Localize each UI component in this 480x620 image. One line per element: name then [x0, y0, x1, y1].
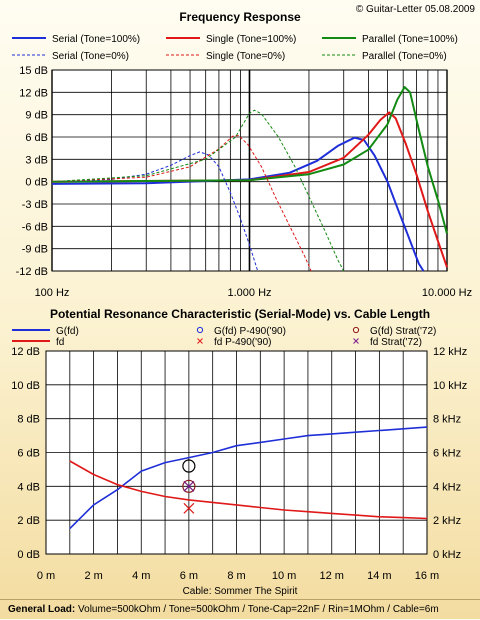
chart1-legend-label: Serial (Tone=100%) — [52, 34, 140, 45]
chart2-ytick-label: 8 dB — [17, 414, 40, 426]
chart2-legend-marker — [353, 338, 359, 344]
chart2-legend-label: G(fd) Strat('72) — [370, 326, 436, 337]
footer-label: General Load: — [8, 604, 76, 615]
chart2-ytick-label: 10 dB — [11, 380, 40, 392]
chart2-markers — [182, 459, 196, 514]
chart2-ytick-label: 4 dB — [17, 481, 40, 493]
chart2-title: Potential Resonance Characteristic (Seri… — [50, 307, 430, 321]
chart2-ytick-label: 0 dB — [17, 549, 40, 561]
chart2-y2tick-label: 8 kHz — [433, 414, 461, 426]
chart2-xtick-label: 0 m — [37, 570, 55, 582]
chart1-title: Frequency Response — [179, 10, 301, 24]
chart1-ytick-label: 0 dB — [25, 177, 48, 189]
chart2-tick-labels: 0 dB 0 kHz 2 dB 2 kHz 4 dB 4 kHz 6 dB 6 kHz 8 dB… — [11, 346, 467, 582]
chart2-xlabel: Cable: Sommer The Spirit — [183, 586, 298, 597]
chart2-legend-marker — [196, 326, 204, 334]
chart1-legend-label: Serial (Tone=0%) — [52, 51, 129, 62]
chart1-ytick-label: -12 dB — [16, 266, 48, 278]
chart1-ytick-label: 12 dB — [19, 87, 48, 99]
chart2-xtick-label: 8 m — [227, 570, 245, 582]
chart1-legend-label: Single (Tone=0%) — [206, 51, 285, 62]
chart2-legend-marker — [352, 326, 360, 334]
chart2-legend-marker — [197, 338, 203, 344]
chart2-y2tick-label: 12 kHz — [433, 346, 467, 358]
chart1-ytick-label: -3 dB — [22, 199, 48, 211]
chart2-xtick-label: 4 m — [132, 570, 150, 582]
chart2-xtick-label: 6 m — [180, 570, 198, 582]
chart2-grid — [45, 350, 428, 555]
chart1-xtick-label: 10.000 Hz — [422, 287, 472, 299]
chart1-ytick-label: -9 dB — [22, 244, 48, 256]
chart1-ytick-label: 6 dB — [25, 132, 48, 144]
chart2-xtick-label: 10 m — [272, 570, 296, 582]
chart1-legend: Serial (Tone=100%) Single (Tone=100%) Para… — [12, 34, 458, 62]
chart2-xtick-label: 12 m — [320, 570, 344, 582]
chart2-series-fd — [69, 460, 428, 520]
chart1-ytick-label: -6 dB — [22, 221, 48, 233]
chart2-legend-label: fd Strat('72) — [370, 337, 422, 348]
chart1-legend-label: Single (Tone=100%) — [206, 34, 296, 45]
chart1-series-single-tone-0 — [51, 135, 312, 272]
footer-text: Volume=500kOhm / Tone=500kOhm / Tone-Cap… — [78, 604, 439, 615]
chart2-marker-fd-strat-72 — [183, 480, 195, 492]
footer-general-load: General Load: Volume=500kOhm / Tone=500k… — [0, 599, 480, 619]
chart1-legend-label: Parallel (Tone=100%) — [362, 34, 458, 45]
chart1-ytick-label: 9 dB — [25, 110, 48, 122]
chart2-y2tick-label: 2 kHz — [433, 515, 461, 527]
chart2-ytick-label: 6 dB — [17, 448, 40, 460]
chart1-ytick-label: 15 dB — [19, 65, 48, 77]
chart2-marker-g-fd-strat-72 — [182, 479, 196, 493]
chart2-y2tick-label: 6 kHz — [433, 448, 461, 460]
copyright-text: © Guitar-Letter 05.08.2009 — [356, 4, 476, 15]
chart2-y2tick-label: 4 kHz — [433, 481, 461, 493]
chart2-xtick-label: 16 m — [415, 570, 439, 582]
chart1-series — [51, 86, 448, 272]
chart1-tick-labels: 15 dB 12 dB 9 dB 6 dB 3 dB 0 dB -3 dB -6 dB -9 d… — [16, 65, 473, 299]
chart1-xtick-label: 1.000 Hz — [227, 287, 271, 299]
chart2-ytick-label: 2 dB — [17, 515, 40, 527]
chart2-series-g-fd — [69, 426, 428, 530]
chart1-series-parallel-tone-100 — [51, 86, 448, 235]
chart2-ytick-label: 12 dB — [11, 346, 40, 358]
chart2-series — [69, 426, 428, 530]
chart2-legend-label: G(fd) P-490('90) — [214, 326, 286, 337]
chart2-xtick-label: 14 m — [367, 570, 391, 582]
chart2-legend: G(fd)fdG(fd) P-490('90) G(fd) Strat('72)f… — [12, 326, 436, 348]
chart2-marker-g-fd-p-490-90 — [182, 459, 196, 473]
chart2-y2tick-label: 10 kHz — [433, 380, 467, 392]
chart1-series-single-tone-100 — [51, 111, 448, 268]
chart1-series-serial-tone-0 — [51, 151, 259, 272]
chart1-legend-label: Parallel (Tone=0%) — [362, 51, 447, 62]
chart2-xtick-label: 2 m — [84, 570, 102, 582]
chart2-y2tick-label: 0 kHz — [433, 549, 461, 561]
chart1-ytick-label: 3 dB — [25, 154, 48, 166]
chart2-legend-label: fd — [56, 337, 64, 348]
chart2-marker-fd-p-490-90 — [183, 502, 195, 514]
chart1-xtick-label: 100 Hz — [35, 287, 70, 299]
chart2-legend-label: fd P-490('90) — [214, 337, 272, 348]
chart2-legend-label: G(fd) — [56, 326, 79, 337]
chart1-grid — [51, 69, 448, 272]
chart1-series-parallel-tone-0 — [51, 109, 345, 272]
